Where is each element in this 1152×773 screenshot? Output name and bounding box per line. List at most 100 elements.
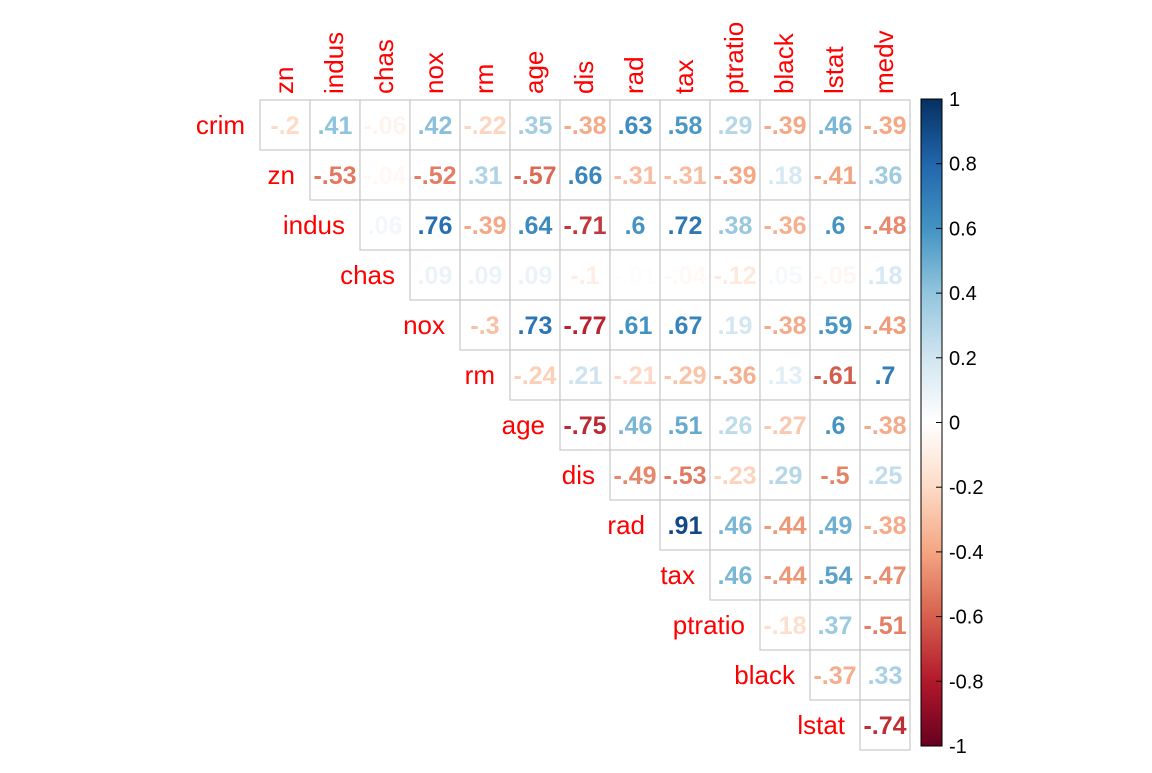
- correlation-value: -.2: [270, 112, 299, 140]
- matrix-cell: [409, 199, 461, 251]
- correlation-value: .91: [668, 512, 703, 540]
- matrix-cell: [559, 149, 611, 201]
- row-label: lstat: [797, 710, 845, 740]
- matrix-cell: [609, 199, 661, 251]
- color-bar-tick-label: -1: [949, 736, 967, 758]
- column-label: dis: [569, 61, 599, 94]
- matrix-cell: [659, 249, 711, 301]
- matrix-cell: [859, 649, 911, 701]
- column-label: zn: [269, 67, 299, 94]
- matrix-cell: [509, 349, 561, 401]
- correlation-value: -.48: [863, 212, 906, 240]
- color-bar-tick-label: -0.2: [949, 477, 983, 499]
- correlation-value: .76: [418, 212, 453, 240]
- matrix-cell: [309, 99, 361, 151]
- correlation-value: -.51: [863, 612, 906, 640]
- matrix-cell: [809, 649, 861, 701]
- matrix-cell: [859, 499, 911, 551]
- matrix-cell: [309, 149, 361, 201]
- correlation-value: .09: [518, 262, 553, 290]
- correlation-value: -.31: [613, 162, 656, 190]
- correlation-value: -.38: [763, 312, 806, 340]
- correlation-value: .6: [825, 412, 846, 440]
- color-bar-tick-label: -0.6: [949, 607, 983, 629]
- matrix-cell: [759, 149, 811, 201]
- matrix-cell: [659, 449, 711, 501]
- matrix-cell: [459, 149, 511, 201]
- correlation-value: -.36: [713, 362, 756, 390]
- matrix-cell: [859, 549, 911, 601]
- correlation-value: .37: [818, 612, 853, 640]
- color-bar: 1 0.8 0.6 0.4 0.2 0 -0.2 -0.4 -0.6 -0.8 -1: [920, 89, 983, 758]
- correlation-value: -.41: [813, 162, 856, 190]
- matrix-cell: [459, 299, 511, 351]
- matrix-cell: [609, 99, 661, 151]
- column-labels: zn indus chas nox rm age dis rad tax ptratio black…: [269, 22, 899, 94]
- correlation-value: .18: [868, 262, 903, 290]
- correlation-value: .36: [868, 162, 903, 190]
- correlation-value: .41: [318, 112, 353, 140]
- cell-grid: [259, 99, 911, 751]
- correlation-value: -.47: [863, 562, 906, 590]
- correlation-value: .72: [668, 212, 703, 240]
- correlation-value: -.53: [313, 162, 356, 190]
- row-label: chas: [340, 260, 395, 290]
- correlation-value: -.38: [863, 412, 906, 440]
- correlation-value: .46: [718, 562, 753, 590]
- matrix-cell: [809, 399, 861, 451]
- correlation-value: -.12: [713, 262, 756, 290]
- column-label: rad: [619, 56, 649, 94]
- correlation-value: -.05: [813, 262, 856, 290]
- matrix-cell: [859, 699, 911, 751]
- row-label: tax: [660, 560, 695, 590]
- matrix-cell: [759, 399, 811, 451]
- row-label: nox: [403, 310, 445, 340]
- matrix-cell: [609, 299, 661, 351]
- correlation-value: -.01: [613, 262, 656, 290]
- matrix-cell: [709, 99, 761, 151]
- matrix-cell: [259, 99, 311, 151]
- correlation-value: .18: [768, 162, 803, 190]
- column-label: tax: [669, 59, 699, 94]
- matrix-cell: [559, 399, 611, 451]
- correlation-value: .59: [818, 312, 853, 340]
- correlation-value: .06: [368, 212, 403, 240]
- correlation-value: .63: [618, 112, 653, 140]
- row-label: crim: [196, 110, 245, 140]
- correlation-value: .7: [875, 362, 896, 390]
- correlation-value: -.04: [363, 162, 406, 190]
- correlation-value: .6: [825, 212, 846, 240]
- correlation-value: .51: [668, 412, 703, 440]
- correlation-value: .54: [818, 562, 853, 590]
- correlation-value: -.44: [763, 562, 806, 590]
- correlation-value: -.18: [763, 612, 806, 640]
- matrix-cell: [659, 499, 711, 551]
- matrix-cell: [759, 499, 811, 551]
- correlation-value: .21: [568, 362, 603, 390]
- matrix-cell: [859, 299, 911, 351]
- correlation-value: -.3: [470, 312, 499, 340]
- matrix-cell: [709, 399, 761, 451]
- correlation-value: -.23: [713, 462, 756, 490]
- column-label: nox: [419, 52, 449, 94]
- correlation-value: -.43: [863, 312, 906, 340]
- color-bar-tick-label: 0.8: [949, 154, 977, 176]
- correlation-value: -.22: [463, 112, 506, 140]
- matrix-cell: [609, 149, 661, 201]
- matrix-cell: [809, 249, 861, 301]
- correlation-value: .35: [518, 112, 553, 140]
- matrix-cell: [559, 249, 611, 301]
- matrix-cell: [659, 149, 711, 201]
- matrix-cell: [409, 249, 461, 301]
- row-label: indus: [283, 210, 345, 240]
- row-label: rm: [465, 360, 495, 390]
- correlation-value: -.06: [363, 112, 406, 140]
- matrix-cell: [759, 599, 811, 651]
- correlation-value: .61: [618, 312, 653, 340]
- matrix-cell: [709, 149, 761, 201]
- matrix-cell: [709, 249, 761, 301]
- correlation-value: -.38: [563, 112, 606, 140]
- correlation-value: -.71: [563, 212, 606, 240]
